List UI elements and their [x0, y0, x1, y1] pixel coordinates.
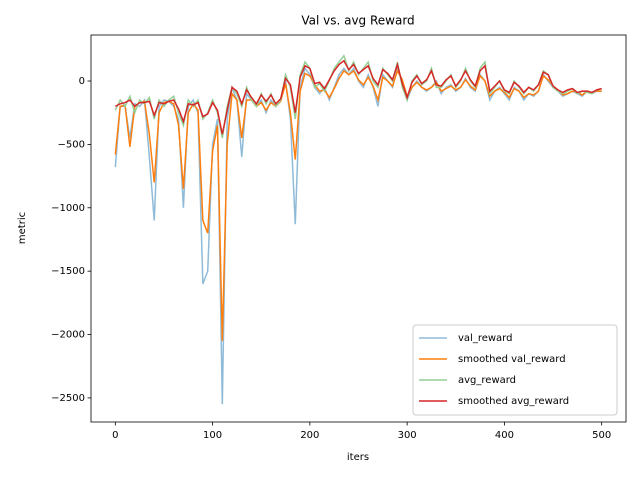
x-tick-label: 400	[495, 430, 514, 441]
x-tick-label: 0	[112, 430, 118, 441]
x-tick-label: 300	[398, 430, 417, 441]
legend-box	[412, 324, 618, 416]
series-line	[114, 59, 602, 135]
legend-label: smoothed val_reward	[458, 354, 566, 365]
chart-title: Val vs. avg Reward	[301, 14, 414, 28]
plot-frame	[90, 34, 627, 423]
series-line	[114, 68, 602, 341]
legend-label: smoothed avg_reward	[458, 396, 569, 407]
legend-label: avg_reward	[458, 375, 516, 386]
y-tick-label: −2500	[51, 393, 85, 404]
y-tick-label: −2000	[51, 330, 85, 341]
y-tick-label: −1500	[51, 266, 85, 277]
legend-label: val_reward	[458, 333, 512, 344]
y-axis-label: metric	[17, 212, 28, 244]
y-tick-label: −1000	[51, 203, 85, 214]
x-tick-label: 500	[592, 430, 611, 441]
x-tick-label: 100	[203, 430, 222, 441]
x-axis-label: iters	[347, 452, 369, 463]
y-tick-label: 0	[79, 76, 85, 87]
x-tick-label: 200	[300, 430, 319, 441]
y-tick-label: −500	[58, 139, 85, 150]
series-line	[114, 54, 602, 139]
